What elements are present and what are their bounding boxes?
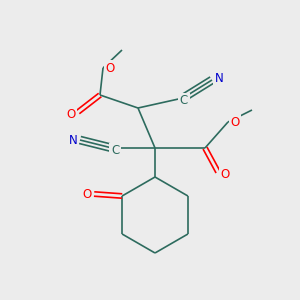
Text: C: C <box>180 94 188 107</box>
Text: O: O <box>105 61 115 74</box>
Text: N: N <box>214 71 224 85</box>
Text: N: N <box>69 134 77 146</box>
Text: C: C <box>111 145 119 158</box>
Text: O: O <box>220 167 230 181</box>
Text: O: O <box>230 116 240 128</box>
Text: O: O <box>66 107 76 121</box>
Text: O: O <box>82 188 92 200</box>
